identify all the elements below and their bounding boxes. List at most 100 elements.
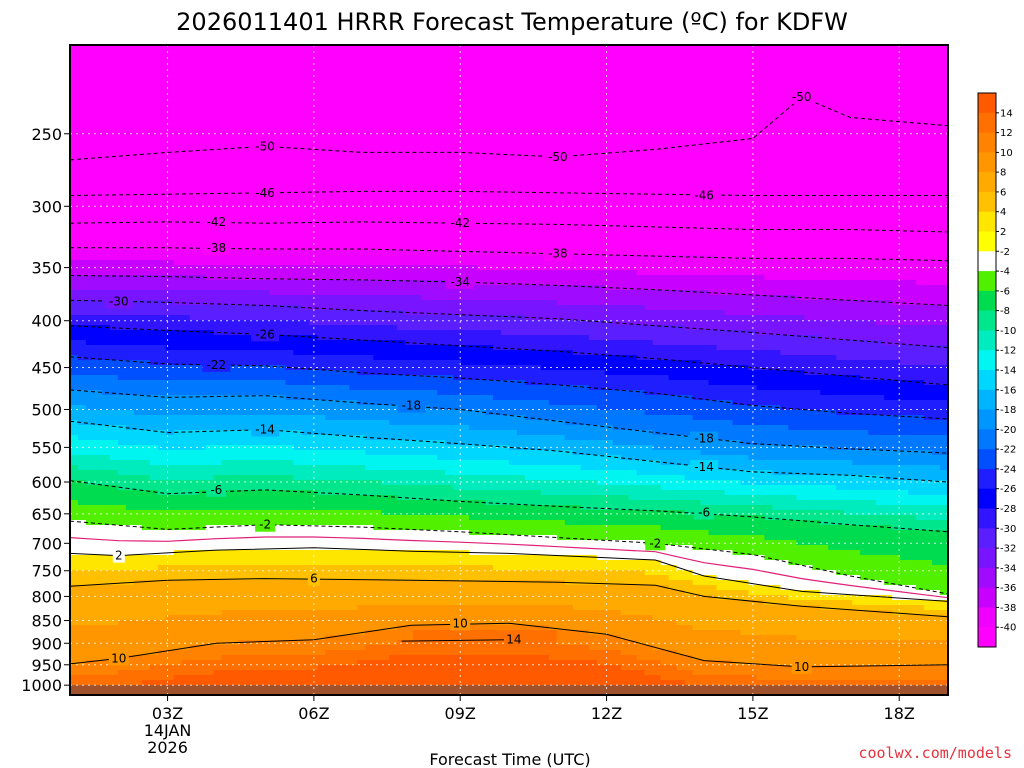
temperature-cell bbox=[716, 230, 726, 236]
temperature-cell bbox=[924, 240, 933, 246]
temperature-cell bbox=[796, 215, 805, 221]
temperature-cell bbox=[141, 130, 151, 136]
temperature-cell bbox=[301, 185, 311, 191]
temperature-cell bbox=[516, 160, 526, 166]
temperature-cell bbox=[501, 255, 510, 261]
temperature-cell bbox=[397, 60, 406, 66]
temperature-cell bbox=[245, 90, 255, 96]
temperature-cell bbox=[485, 160, 494, 166]
temperature-cell bbox=[197, 45, 207, 51]
temperature-cell bbox=[756, 85, 766, 91]
temperature-cell bbox=[732, 65, 742, 71]
temperature-cell bbox=[285, 105, 295, 111]
temperature-cell bbox=[509, 150, 518, 156]
temperature-cell bbox=[524, 125, 534, 131]
temperature-cell bbox=[509, 235, 518, 241]
temperature-cell bbox=[181, 225, 191, 231]
temperature-cell bbox=[876, 150, 885, 156]
temperature-cell bbox=[429, 80, 438, 86]
temperature-cell bbox=[357, 55, 366, 61]
temperature-cell bbox=[141, 65, 151, 71]
temperature-cell bbox=[293, 90, 303, 96]
temperature-cell bbox=[676, 180, 686, 186]
temperature-cell bbox=[612, 255, 622, 261]
temperature-cell bbox=[445, 170, 454, 176]
temperature-cell bbox=[405, 255, 414, 261]
temperature-cell bbox=[852, 190, 861, 196]
temperature-cell bbox=[189, 80, 199, 86]
temperature-cell bbox=[700, 180, 710, 186]
temperature-cell bbox=[868, 235, 877, 241]
temperature-cell bbox=[676, 185, 686, 191]
temperature-cell bbox=[389, 90, 398, 96]
temperature-cell bbox=[349, 170, 358, 176]
temperature-cell bbox=[341, 265, 350, 271]
temperature-cell bbox=[101, 75, 111, 81]
temperature-cell bbox=[860, 140, 869, 146]
temperature-cell bbox=[333, 150, 342, 156]
temperature-cell bbox=[644, 75, 654, 81]
temperature-cell bbox=[133, 235, 143, 241]
temperature-cell bbox=[109, 85, 119, 91]
temperature-cell bbox=[237, 75, 247, 81]
temperature-cell bbox=[173, 85, 183, 91]
temperature-cell bbox=[277, 65, 287, 71]
temperature-cell bbox=[421, 210, 430, 216]
temperature-cell bbox=[876, 110, 885, 116]
temperature-cell bbox=[748, 250, 758, 256]
temperature-cell bbox=[900, 155, 909, 161]
temperature-cell bbox=[93, 55, 103, 61]
temperature-cell bbox=[141, 105, 151, 111]
temperature-cell bbox=[325, 45, 334, 51]
temperature-cell bbox=[429, 55, 438, 61]
temperature-cell bbox=[509, 60, 518, 66]
temperature-cell bbox=[485, 230, 494, 236]
temperature-cell bbox=[373, 50, 382, 56]
temperature-cell bbox=[133, 175, 143, 181]
temperature-cell bbox=[708, 100, 718, 106]
temperature-cell bbox=[181, 65, 191, 71]
temperature-cell bbox=[708, 50, 718, 56]
temperature-cell bbox=[421, 45, 430, 51]
temperature-cell bbox=[548, 130, 558, 136]
temperature-cell bbox=[668, 50, 678, 56]
temperature-cell bbox=[349, 190, 358, 196]
temperature-cell bbox=[868, 260, 877, 266]
temperature-cell bbox=[644, 125, 654, 131]
temperature-cell bbox=[333, 245, 342, 251]
temperature-cell bbox=[860, 155, 869, 161]
temperature-cell bbox=[373, 90, 382, 96]
temperature-cell bbox=[213, 75, 223, 81]
temperature-cell bbox=[532, 150, 542, 156]
temperature-cell bbox=[293, 230, 303, 236]
temperature-cell bbox=[708, 200, 718, 206]
temperature-cell bbox=[628, 215, 638, 221]
temperature-cell bbox=[540, 240, 550, 246]
temperature-cell bbox=[684, 180, 694, 186]
temperature-cell bbox=[469, 75, 478, 81]
temperature-cell bbox=[668, 60, 678, 66]
temperature-cell bbox=[716, 210, 726, 216]
temperature-cell bbox=[221, 155, 231, 161]
temperature-cell bbox=[269, 215, 279, 221]
temperature-cell bbox=[437, 85, 446, 91]
temperature-cell bbox=[788, 155, 797, 161]
temperature-cell bbox=[277, 55, 287, 61]
temperature-cell bbox=[229, 135, 239, 141]
temperature-cell bbox=[405, 65, 414, 71]
temperature-cell bbox=[604, 155, 614, 161]
temperature-cell bbox=[85, 175, 95, 181]
temperature-cell bbox=[381, 90, 390, 96]
temperature-cell bbox=[916, 140, 925, 146]
temperature-cell bbox=[325, 240, 334, 246]
temperature-cell bbox=[125, 105, 135, 111]
temperature-cell bbox=[317, 185, 327, 191]
temperature-cell bbox=[445, 160, 454, 166]
temperature-cell bbox=[229, 45, 239, 51]
temperature-cell bbox=[540, 230, 550, 236]
temperature-cell bbox=[77, 85, 87, 91]
temperature-cell bbox=[612, 85, 622, 91]
temperature-cell bbox=[780, 100, 789, 106]
temperature-cell bbox=[924, 70, 933, 76]
temperature-cell bbox=[437, 65, 446, 71]
